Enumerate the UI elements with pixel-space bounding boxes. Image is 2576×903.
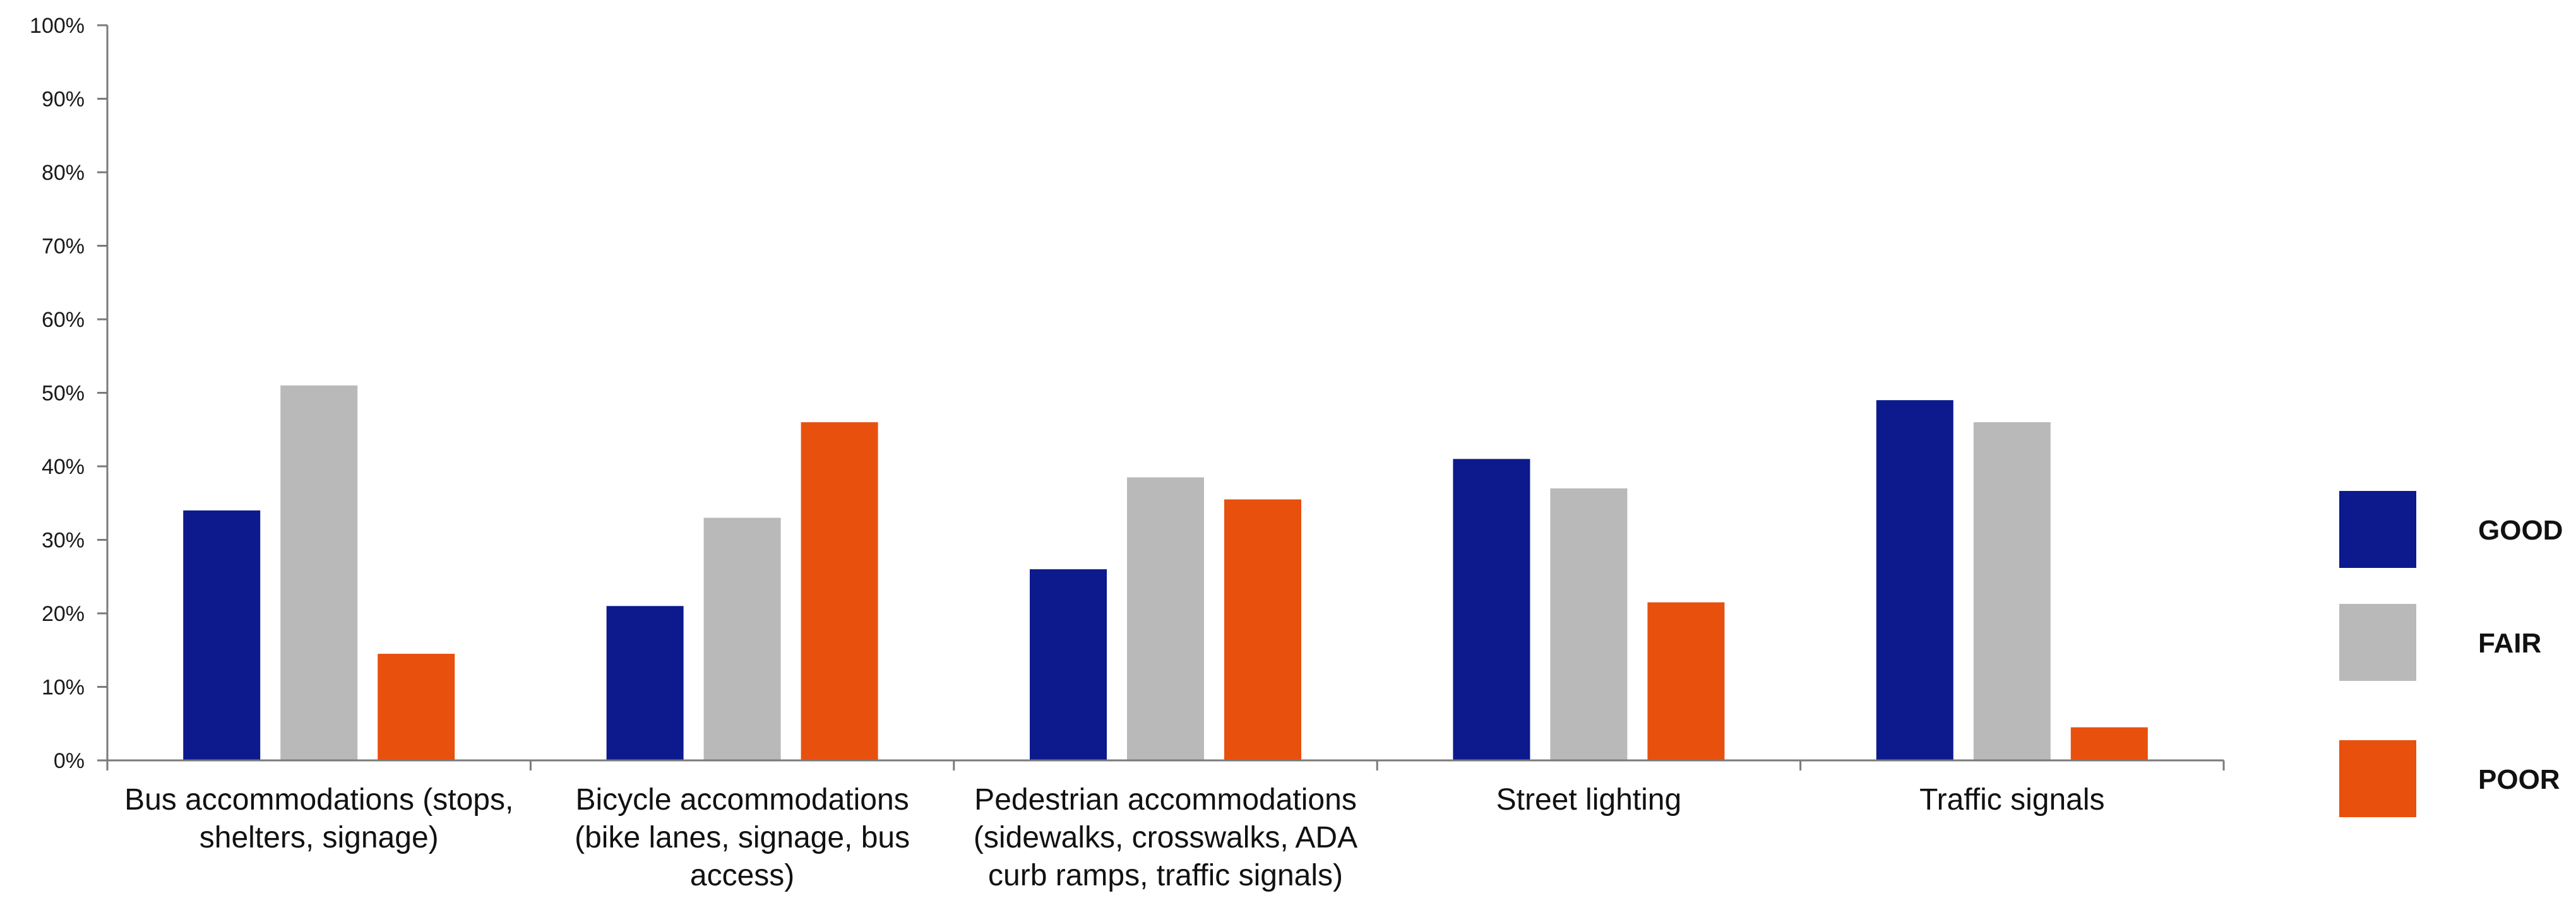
y-tick-label: 50% bbox=[42, 382, 85, 406]
bar-good bbox=[606, 606, 684, 760]
x-tick-label: access) bbox=[690, 859, 794, 892]
y-tick-label: 80% bbox=[42, 161, 85, 185]
legend-label-fair: FAIR bbox=[2478, 628, 2541, 659]
legend-label-poor: POOR bbox=[2478, 764, 2560, 795]
x-tick-label: (sidewalks, crosswalks, ADA bbox=[974, 821, 1357, 854]
bar-fair bbox=[1127, 477, 1204, 760]
x-tick-label: Traffic signals bbox=[1919, 783, 2104, 817]
bar-fair bbox=[280, 385, 358, 760]
y-tick-label: 60% bbox=[42, 308, 85, 332]
y-tick-label: 0% bbox=[54, 749, 85, 773]
legend-swatch-good bbox=[2339, 491, 2416, 568]
y-tick-label: 100% bbox=[30, 14, 85, 38]
x-tick-label: Bus accommodations (stops, bbox=[124, 783, 513, 817]
y-tick-label: 40% bbox=[42, 455, 85, 479]
y-tick-label: 70% bbox=[42, 235, 85, 259]
bar-good bbox=[1876, 400, 1953, 760]
bar-poor bbox=[1647, 602, 1725, 760]
bar-poor bbox=[801, 422, 878, 760]
legend-swatch-fair bbox=[2339, 604, 2416, 681]
bar-poor bbox=[378, 654, 455, 760]
x-tick-label: shelters, signage) bbox=[200, 821, 439, 854]
x-tick-label: Bicycle accommodations bbox=[575, 783, 909, 817]
bar-fair bbox=[703, 517, 781, 760]
bar-poor bbox=[2070, 727, 2148, 760]
bar-fair bbox=[1973, 422, 2051, 760]
bar-good bbox=[1030, 569, 1107, 760]
legend-swatch-poor bbox=[2339, 740, 2416, 817]
x-tick-label: (bike lanes, signage, bus bbox=[575, 821, 910, 854]
y-tick-label: 10% bbox=[42, 676, 85, 700]
bar-good bbox=[1453, 459, 1530, 760]
y-tick-label: 30% bbox=[42, 529, 85, 553]
x-tick-label: Pedestrian accommodations bbox=[974, 783, 1357, 817]
y-tick-label: 90% bbox=[42, 88, 85, 112]
x-tick-label: Street lighting bbox=[1496, 783, 1682, 817]
bar-fair bbox=[1550, 488, 1628, 760]
bar-poor bbox=[1224, 499, 1301, 760]
bar-good bbox=[183, 510, 261, 760]
y-tick-label: 20% bbox=[42, 602, 85, 626]
x-tick-label: curb ramps, traffic signals) bbox=[988, 859, 1343, 892]
legend-label-good: GOOD bbox=[2478, 515, 2563, 546]
